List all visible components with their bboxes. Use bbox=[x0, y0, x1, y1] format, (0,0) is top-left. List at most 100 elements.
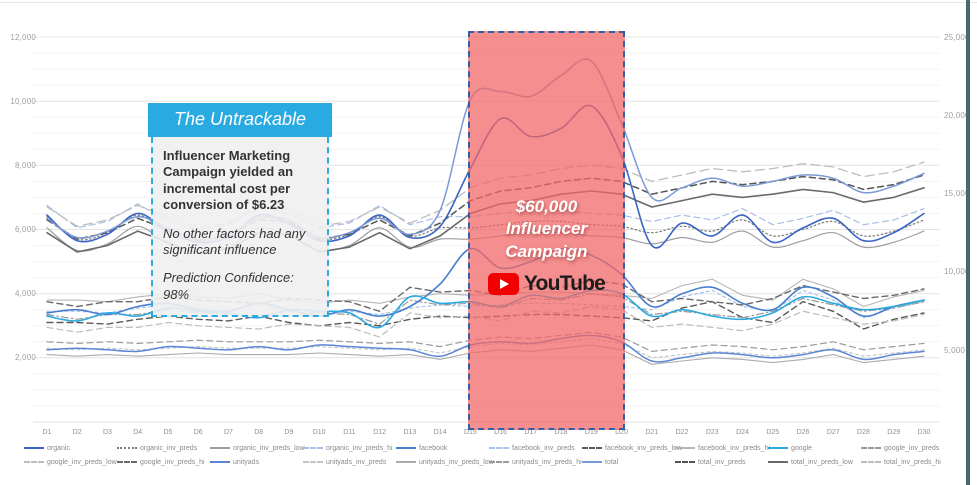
legend-label: total_inv_preds_hi bbox=[884, 458, 941, 466]
legend-item-facebook_inv_preds[interactable]: facebook_inv_preds bbox=[489, 444, 575, 452]
legend-label: unityads_inv_preds bbox=[326, 458, 387, 466]
x-tick: D19 bbox=[584, 429, 598, 436]
legend-label: google bbox=[791, 444, 813, 452]
y-tick-right: 10,000 bbox=[944, 267, 970, 277]
legend-swatch bbox=[489, 461, 509, 463]
x-tick: D28 bbox=[857, 429, 870, 436]
legend-item-total_inv_preds[interactable]: total_inv_preds bbox=[675, 458, 745, 466]
legend-swatch bbox=[582, 461, 602, 463]
y-tick-right: 20,000 bbox=[944, 110, 970, 120]
y-tick-right: 15,000 bbox=[944, 189, 970, 199]
legend-swatch bbox=[303, 447, 323, 449]
legend-swatch bbox=[396, 447, 416, 449]
legend-label: facebook_inv_preds_low bbox=[605, 444, 683, 452]
legend-label: facebook_inv_preds bbox=[512, 444, 575, 452]
x-tick: D3 bbox=[102, 429, 112, 436]
legend-swatch bbox=[24, 461, 44, 463]
y-tick-left: 6,000 bbox=[14, 225, 36, 234]
legend-label: organic_inv_preds bbox=[140, 444, 198, 452]
legend-item-unityads[interactable]: unityads bbox=[210, 458, 259, 466]
x-tick: D29 bbox=[887, 429, 901, 436]
x-tick: D22 bbox=[675, 429, 689, 436]
x-tick: D8 bbox=[254, 429, 264, 436]
legend-swatch bbox=[675, 447, 695, 449]
legend-item-organic_inv_preds_hi[interactable]: organic_inv_preds_hi bbox=[303, 444, 393, 452]
annotation-title: The Untrackable bbox=[148, 103, 332, 137]
x-tick: D7 bbox=[223, 429, 233, 436]
annotation-box: The Untrackable Influencer Marketing Cam… bbox=[148, 103, 332, 317]
legend-label: unityads bbox=[233, 458, 260, 466]
x-tick: D10 bbox=[312, 429, 326, 436]
legend-label: google_inv_preds_low bbox=[47, 458, 117, 466]
x-tick: D1 bbox=[42, 429, 52, 436]
legend-label: total_inv_preds_low bbox=[791, 458, 853, 466]
x-tick: D24 bbox=[736, 429, 749, 436]
x-tick: D26 bbox=[796, 429, 810, 436]
legend-item-google_inv_preds[interactable]: google_inv_preds bbox=[861, 444, 939, 452]
legend-item-google_inv_preds_hi[interactable]: google_inv_preds_hi bbox=[117, 458, 205, 466]
legend-label: unityads_inv_preds_hi bbox=[512, 458, 582, 466]
legend-item-google[interactable]: google bbox=[768, 444, 812, 452]
right-edge-strip bbox=[966, 0, 970, 485]
campaign-label: $60,000 Influencer Campaign bbox=[505, 196, 587, 263]
campaign-label-line2: Influencer bbox=[505, 219, 588, 239]
legend-label: total_inv_preds bbox=[698, 458, 746, 466]
x-tick: D12 bbox=[373, 429, 387, 436]
legend-swatch bbox=[582, 447, 602, 449]
legend-item-google_inv_preds_low[interactable]: google_inv_preds_low bbox=[24, 458, 117, 466]
legend-swatch bbox=[117, 447, 137, 449]
legend-swatch bbox=[768, 447, 788, 449]
legend-label: organic_inv_preds_hi bbox=[326, 444, 393, 452]
x-tick: D9 bbox=[284, 429, 294, 436]
legend-item-unityads_inv_preds_hi[interactable]: unityads_inv_preds_hi bbox=[489, 458, 582, 466]
legend-item-facebook_inv_preds_low[interactable]: facebook_inv_preds_low bbox=[582, 444, 682, 452]
x-tick: D5 bbox=[163, 429, 173, 436]
legend-item-facebook[interactable]: facebook bbox=[396, 444, 447, 452]
legend-swatch bbox=[210, 447, 230, 449]
legend-label: facebook bbox=[419, 444, 448, 452]
y-tick-left: 8,000 bbox=[14, 160, 36, 170]
x-tick: D15 bbox=[463, 429, 477, 436]
y-tick-left: 2,000 bbox=[14, 353, 36, 363]
x-tick: D11 bbox=[343, 429, 356, 436]
legend-item-unityads_inv_preds_low[interactable]: unityads_inv_preds_low bbox=[396, 458, 494, 466]
x-tick: D18 bbox=[554, 429, 568, 436]
legend-swatch bbox=[489, 447, 509, 449]
x-tick: D4 bbox=[133, 429, 143, 436]
legend-item-organic[interactable]: organic bbox=[24, 444, 70, 452]
legend-item-organic_inv_preds_low[interactable]: organic_inv_preds_low bbox=[210, 444, 305, 452]
annotation-finding: Influencer Marketing Campaign yielded an… bbox=[163, 148, 294, 213]
campaign-label-line1: $60,000 bbox=[515, 197, 578, 216]
legend-swatch bbox=[675, 461, 695, 463]
x-tick: D17 bbox=[524, 429, 538, 436]
annotation-body: Influencer Marketing Campaign yielded an… bbox=[151, 137, 329, 317]
y-tick-left: 12,000 bbox=[10, 32, 36, 42]
x-tick: D21 bbox=[645, 429, 659, 436]
x-tick: D14 bbox=[433, 429, 447, 436]
legend-swatch bbox=[861, 447, 881, 449]
y-tick-left: 4,000 bbox=[14, 289, 36, 299]
x-tick: D20 bbox=[615, 429, 628, 436]
y-tick-right: 25,000 bbox=[944, 32, 970, 42]
legend-item-unityads_inv_preds[interactable]: unityads_inv_preds bbox=[303, 458, 386, 466]
y-tick-left: 10,000 bbox=[10, 96, 36, 106]
legend-swatch bbox=[861, 461, 881, 463]
x-tick: D16 bbox=[494, 429, 508, 436]
x-tick: D2 bbox=[72, 429, 82, 436]
legend-item-organic_inv_preds[interactable]: organic_inv_preds bbox=[117, 444, 197, 452]
y-tick-right: 5,000 bbox=[944, 345, 966, 355]
legend-swatch bbox=[303, 461, 323, 463]
legend-item-total[interactable]: total bbox=[582, 458, 618, 466]
youtube-wordmark: YouTube bbox=[523, 272, 606, 296]
legend-item-facebook_inv_preds_hi[interactable]: facebook_inv_preds_hi bbox=[675, 444, 770, 452]
legend-item-total_inv_preds_hi[interactable]: total_inv_preds_hi bbox=[861, 458, 941, 466]
legend-swatch bbox=[768, 461, 788, 463]
legend-label: unityads_inv_preds_low bbox=[419, 458, 494, 466]
legend-label: facebook_inv_preds_hi bbox=[698, 444, 770, 452]
youtube-play-icon bbox=[487, 273, 519, 296]
legend-label: organic_inv_preds_low bbox=[233, 444, 305, 452]
legend-label: google_inv_preds bbox=[884, 444, 940, 452]
x-tick: D6 bbox=[193, 429, 203, 436]
x-tick: D27 bbox=[826, 429, 840, 436]
legend-item-total_inv_preds_low[interactable]: total_inv_preds_low bbox=[768, 458, 853, 466]
